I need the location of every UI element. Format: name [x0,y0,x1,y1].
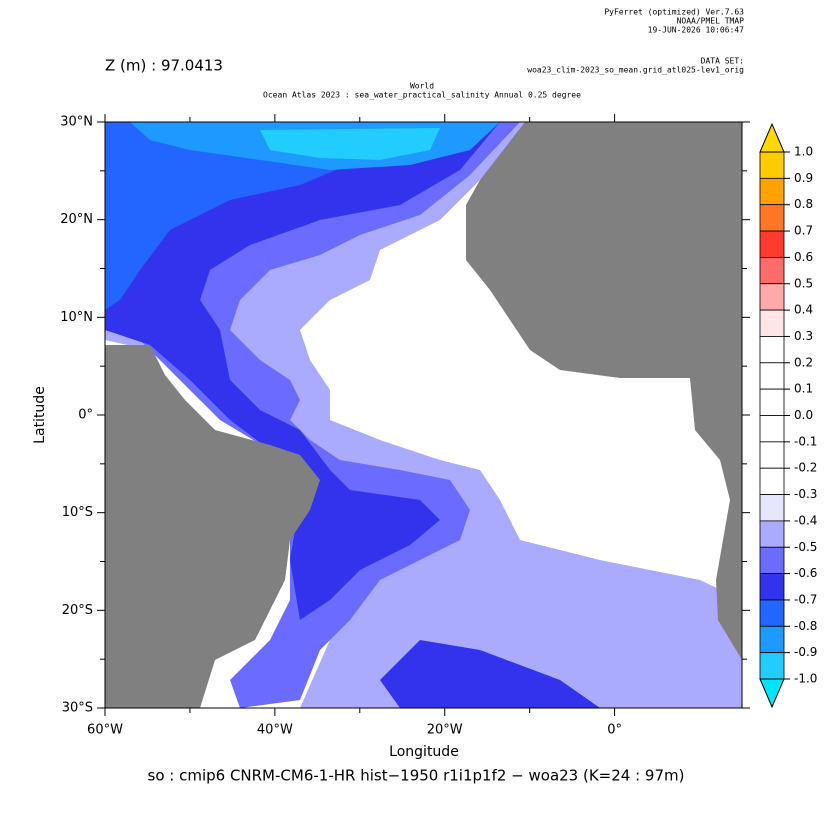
colorbar-cell [759,546,785,575]
x-tick-label: 20°W [427,723,463,738]
dataset-label: DATA SET: [701,57,744,66]
salinity-patch [105,122,500,620]
salinity-patch [380,640,600,708]
colorbar-cell [759,230,785,258]
dataset: woa23_clim-2023_so_mean.grid_atl025-lev1… [527,66,744,75]
land [105,345,320,708]
colorbar-label: 0.3 [794,329,813,343]
colorbar-label: -0.3 [794,487,817,501]
x-tick-label: 60°W [87,723,123,738]
colorbar-label: -0.5 [794,540,817,554]
colorbar-label: -0.4 [794,513,817,527]
footer: so : cmip6 CNRM-CM6-1-HR hist−1950 r1i1p… [148,767,685,785]
y-tick-label: 20°S [62,603,93,618]
x-axis-label: Longitude [389,744,459,760]
colorbar-cell [759,177,785,206]
colorbar-label: 0.6 [794,250,813,264]
colorbar-label: 0.8 [794,197,813,211]
y-tick-label: 0° [78,408,93,423]
y-tick-label: 30°S [62,701,93,716]
colorbar-label: -0.1 [794,434,817,448]
colorbar-label: 0.7 [794,224,813,238]
colorbar-cell [759,256,785,285]
colorbar-label: 0.4 [794,303,813,317]
colorbar-cell [759,204,785,232]
colorbar-cell [759,573,785,601]
colorbar-label: -0.7 [794,592,817,606]
x-tick-label: 40°W [257,723,293,738]
org: NOAA/PMEL TMAP [677,17,745,26]
colorbar-cell [759,494,785,522]
colorbar-cell [759,441,785,469]
title: World [410,82,434,91]
colorbar-extend-high [759,122,785,153]
colorbar-cell [759,362,785,390]
colorbar-label: -1.0 [794,672,817,686]
land [466,122,742,660]
title: Ocean Atlas 2023 : sea_water_practical_s… [263,91,581,100]
colorbar-label: 1.0 [794,145,813,159]
y-axis-label: Latitude [32,386,48,444]
colorbar-label: 0.9 [794,171,813,185]
colorbar-cell [759,415,785,443]
colorbar-cell [759,388,785,416]
colorbar-cell [759,625,785,654]
y-tick-label: 20°N [60,212,93,227]
colorbar-cell [759,467,785,495]
colorbar-cell [759,520,785,548]
colorbar-label: 0.5 [794,276,813,290]
y-tick-label: 10°S [62,505,93,520]
colorbar-cell [759,309,785,337]
colorbar-cell [759,599,785,627]
y-tick-label: 30°N [60,115,93,130]
colorbar-label: -0.6 [794,566,817,580]
x-tick-label: 0° [607,723,622,738]
colorbar-cell [759,283,785,311]
map [104,121,743,709]
salinity-patch [105,122,430,310]
colorbar-label: 0.0 [794,408,813,422]
depth-label: Z (m) : 97.0413 [105,57,223,75]
colorbar-extend-low [759,678,785,709]
software: PyFerret (optimized) Ver.7.63 [604,8,744,17]
colorbar-label: 0.1 [794,382,813,396]
colorbar-label: -0.8 [794,619,817,633]
y-tick-label: 10°N [60,310,93,325]
colorbar-cell [759,652,785,680]
salinity-patch [260,128,440,160]
colorbar-label: -0.9 [794,645,817,659]
colorbar-cell [759,336,785,364]
colorbar-label: -0.2 [794,461,817,475]
date: 19-JUN-2026 10:06:47 [648,26,745,35]
colorbar-label: 0.2 [794,355,813,369]
colorbar-cell [759,151,785,179]
